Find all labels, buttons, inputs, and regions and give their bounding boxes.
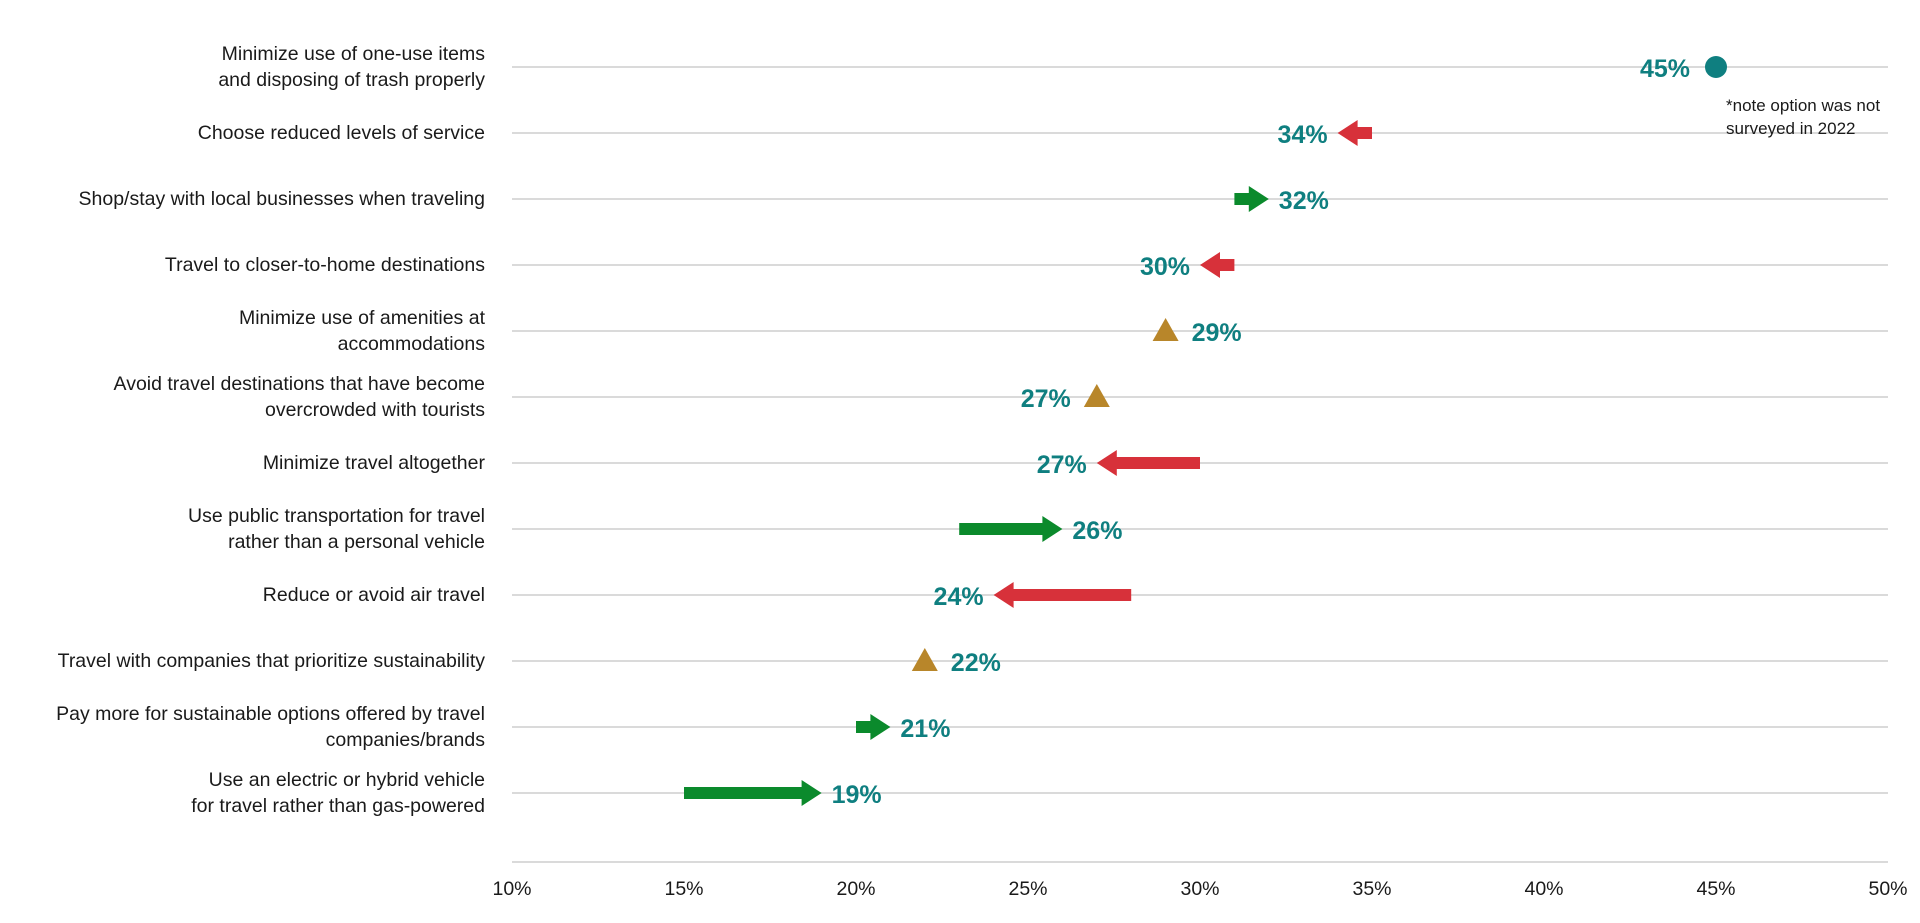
category-label: Reduce or avoid air travel	[263, 584, 485, 606]
category-label: Shop/stay with local businesses when tra…	[79, 188, 485, 210]
value-label: 21%	[900, 715, 950, 743]
x-tick-label: 25%	[1008, 878, 1047, 900]
category-label: Avoid travel destinations that have beco…	[114, 373, 486, 421]
data-marks	[684, 56, 1727, 806]
increase-arrow	[1234, 186, 1269, 212]
decrease-arrow	[993, 582, 1132, 608]
data-point-circle	[1705, 56, 1727, 78]
value-label: 27%	[1021, 385, 1071, 413]
data-point-triangle	[911, 648, 938, 671]
decrease-arrow	[1337, 120, 1372, 146]
x-tick-label: 10%	[492, 878, 531, 900]
x-tick-label: 15%	[664, 878, 703, 900]
value-label: 24%	[934, 583, 984, 611]
category-label: Minimize use of amenities at accommodatio…	[239, 307, 486, 355]
category-label: Minimize travel altogether	[263, 452, 486, 474]
data-point-triangle	[1152, 318, 1179, 341]
x-tick-label: 45%	[1696, 878, 1735, 900]
value-labels: 45% 34% 32% 30% 29% 27% 27% 26% 24% 22% 21% 19%	[832, 55, 1690, 809]
x-tick-label: 40%	[1524, 878, 1563, 900]
increase-arrow	[959, 516, 1063, 542]
category-label: Use an electric or hybrid vehicle for tra…	[191, 769, 485, 817]
category-label: Use public transportation for travel rath…	[188, 505, 485, 553]
footnote: *note option was not surveyed in 2022	[1726, 96, 1880, 138]
value-label: 26%	[1072, 517, 1122, 545]
category-label: Minimize use of one-use items and disposi…	[218, 43, 485, 91]
x-tick-label: 30%	[1180, 878, 1219, 900]
x-tick-label: 20%	[836, 878, 875, 900]
value-label: 27%	[1037, 451, 1087, 479]
value-label: 29%	[1192, 319, 1242, 347]
value-label: 30%	[1140, 253, 1190, 281]
increase-arrow	[684, 780, 822, 806]
category-labels: Minimize use of one-use items and disposi…	[56, 43, 485, 817]
x-tick-label: 50%	[1868, 878, 1907, 900]
category-label: Pay more for sustainable options offered…	[56, 703, 485, 751]
x-axis: 10% 15% 20% 25% 30% 35% 40% 45% 50%	[492, 861, 1908, 900]
value-label: 22%	[951, 649, 1001, 677]
increase-arrow	[856, 714, 891, 740]
decrease-arrow	[1096, 450, 1200, 476]
value-label: 32%	[1279, 187, 1329, 215]
data-point-triangle	[1083, 384, 1110, 407]
category-label: Travel to closer-to-home destinations	[165, 254, 485, 276]
category-label: Travel with companies that prioritize su…	[58, 650, 486, 672]
gridlines	[512, 66, 1888, 794]
x-tick-label: 35%	[1352, 878, 1391, 900]
value-label: 45%	[1640, 55, 1690, 83]
value-label: 19%	[832, 781, 882, 809]
category-label: Choose reduced levels of service	[198, 122, 485, 144]
decrease-arrow	[1200, 252, 1235, 278]
value-label: 34%	[1278, 121, 1328, 149]
